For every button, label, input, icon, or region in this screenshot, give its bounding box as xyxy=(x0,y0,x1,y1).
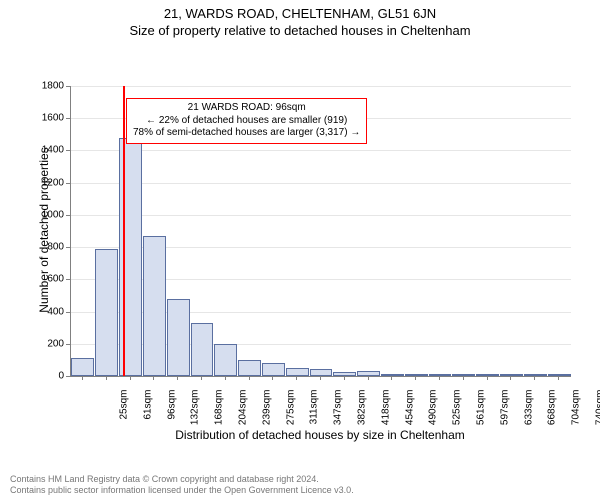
xtick-mark xyxy=(177,376,178,380)
chart-container: 21 WARDS ROAD: 96sqm← 22% of detached ho… xyxy=(0,38,600,418)
histogram-bar xyxy=(238,360,261,376)
histogram-bar xyxy=(95,249,118,376)
xtick-mark xyxy=(344,376,345,380)
xtick-label: 668sqm xyxy=(547,390,558,434)
xtick-mark xyxy=(320,376,321,380)
xtick-label: 633sqm xyxy=(523,390,534,434)
histogram-bar xyxy=(71,358,94,376)
ytick-label: 1200 xyxy=(34,177,64,188)
ytick-mark xyxy=(66,344,70,345)
histogram-bar xyxy=(191,323,214,376)
xtick-mark xyxy=(391,376,392,380)
xtick-label: 597sqm xyxy=(499,390,510,434)
property-marker-line xyxy=(123,86,125,376)
xtick-mark xyxy=(463,376,464,380)
annotation-line: ← 22% of detached houses are smaller (91… xyxy=(133,115,360,128)
xtick-mark xyxy=(296,376,297,380)
ytick-label: 600 xyxy=(34,274,64,285)
xtick-mark xyxy=(106,376,107,380)
ytick-label: 1600 xyxy=(34,113,64,124)
xtick-label: 132sqm xyxy=(190,390,201,434)
xtick-label: 490sqm xyxy=(428,390,439,434)
ytick-label: 200 xyxy=(34,338,64,349)
ytick-mark xyxy=(66,215,70,216)
histogram-bar xyxy=(167,299,190,376)
xtick-label: 96sqm xyxy=(166,390,177,434)
page-title-line2: Size of property relative to detached ho… xyxy=(0,23,600,38)
ytick-mark xyxy=(66,183,70,184)
xtick-label: 382sqm xyxy=(357,390,368,434)
xtick-mark xyxy=(153,376,154,380)
xtick-mark xyxy=(368,376,369,380)
histogram-bar xyxy=(500,374,523,376)
xtick-mark xyxy=(272,376,273,380)
xtick-mark xyxy=(510,376,511,380)
gridline xyxy=(71,183,571,184)
xtick-label: 275sqm xyxy=(285,390,296,434)
xtick-label: 347sqm xyxy=(333,390,344,434)
xtick-label: 239sqm xyxy=(261,390,272,434)
xtick-mark xyxy=(534,376,535,380)
xtick-label: 168sqm xyxy=(214,390,225,434)
plot-area: 21 WARDS ROAD: 96sqm← 22% of detached ho… xyxy=(70,86,571,377)
gridline xyxy=(71,86,571,87)
ytick-mark xyxy=(66,118,70,119)
histogram-bar xyxy=(214,344,237,376)
ytick-label: 1800 xyxy=(34,81,64,92)
xtick-mark xyxy=(558,376,559,380)
histogram-bar xyxy=(381,374,404,376)
xtick-mark xyxy=(82,376,83,380)
histogram-bar xyxy=(310,369,333,376)
xtick-mark xyxy=(225,376,226,380)
annotation-box: 21 WARDS ROAD: 96sqm← 22% of detached ho… xyxy=(126,98,367,144)
histogram-bar xyxy=(286,368,309,376)
xtick-label: 25sqm xyxy=(118,390,129,434)
xtick-label: 418sqm xyxy=(380,390,391,434)
xtick-label: 311sqm xyxy=(309,390,320,434)
footer-line2: Contains public sector information licen… xyxy=(10,485,354,496)
xtick-mark xyxy=(201,376,202,380)
page-title-line1: 21, WARDS ROAD, CHELTENHAM, GL51 6JN xyxy=(0,6,600,21)
ytick-label: 1000 xyxy=(34,209,64,220)
xtick-mark xyxy=(249,376,250,380)
histogram-bar xyxy=(262,363,285,376)
ytick-mark xyxy=(66,376,70,377)
annotation-line: 21 WARDS ROAD: 96sqm xyxy=(133,102,360,115)
xtick-label: 740sqm xyxy=(595,390,600,434)
gridline xyxy=(71,150,571,151)
xtick-mark xyxy=(130,376,131,380)
ytick-mark xyxy=(66,150,70,151)
xtick-label: 454sqm xyxy=(404,390,415,434)
histogram-bar xyxy=(143,236,166,376)
gridline xyxy=(71,215,571,216)
histogram-bar xyxy=(333,372,356,376)
xtick-label: 704sqm xyxy=(571,390,582,434)
histogram-bar xyxy=(452,374,475,376)
annotation-line: 78% of semi-detached houses are larger (… xyxy=(133,127,360,140)
histogram-bar xyxy=(357,371,380,376)
ytick-label: 400 xyxy=(34,306,64,317)
ytick-mark xyxy=(66,86,70,87)
xtick-label: 204sqm xyxy=(237,390,248,434)
footer-attribution: Contains HM Land Registry data © Crown c… xyxy=(10,474,354,497)
footer-line1: Contains HM Land Registry data © Crown c… xyxy=(10,474,354,485)
xtick-label: 561sqm xyxy=(476,390,487,434)
ytick-label: 1400 xyxy=(34,145,64,156)
xtick-label: 61sqm xyxy=(142,390,153,434)
xtick-mark xyxy=(415,376,416,380)
ytick-mark xyxy=(66,312,70,313)
xtick-mark xyxy=(487,376,488,380)
xtick-label: 525sqm xyxy=(452,390,463,434)
ytick-label: 0 xyxy=(34,371,64,382)
ytick-label: 800 xyxy=(34,242,64,253)
xtick-mark xyxy=(439,376,440,380)
histogram-bar xyxy=(476,374,499,376)
ytick-mark xyxy=(66,247,70,248)
ytick-mark xyxy=(66,279,70,280)
